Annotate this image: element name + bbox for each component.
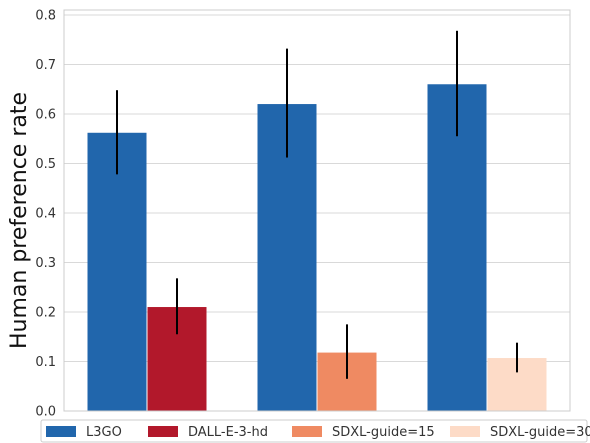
legend-label: L3GO <box>86 425 122 440</box>
legend-label: DALL-E-3-hd <box>188 425 268 440</box>
legend-swatch <box>46 426 76 437</box>
y-tick-labels: 0.0 0.1 0.2 0.3 0.4 0.5 0.6 0.7 0.8 <box>35 8 56 419</box>
y-tick-label: 0.4 <box>35 206 56 221</box>
legend-swatch <box>292 426 322 437</box>
plot-frame <box>63 9 571 412</box>
y-tick-label: 0.8 <box>35 8 56 23</box>
y-tick-label: 0.6 <box>35 107 56 122</box>
bars <box>87 84 547 411</box>
y-tick-label: 0.2 <box>35 305 56 320</box>
y-tick-label: 0.1 <box>35 355 56 370</box>
legend-swatch <box>148 426 178 437</box>
legend: L3GO DALL-E-3-hd SDXL-guide=15 SDXL-guide=3… <box>40 419 590 443</box>
y-tick-label: 0.0 <box>35 405 56 420</box>
bar <box>87 132 147 411</box>
error-bars <box>116 30 518 379</box>
legend-label: SDXL-guide=30 <box>490 425 590 440</box>
bar <box>427 84 487 411</box>
y-tick-label: 0.5 <box>35 157 56 172</box>
legend-swatch <box>450 426 480 437</box>
y-axis-label: Human preference rate <box>7 92 32 349</box>
y-tick-label: 0.3 <box>35 256 56 271</box>
legend-label: SDXL-guide=15 <box>332 425 435 440</box>
y-tick-label: 0.7 <box>35 58 56 73</box>
